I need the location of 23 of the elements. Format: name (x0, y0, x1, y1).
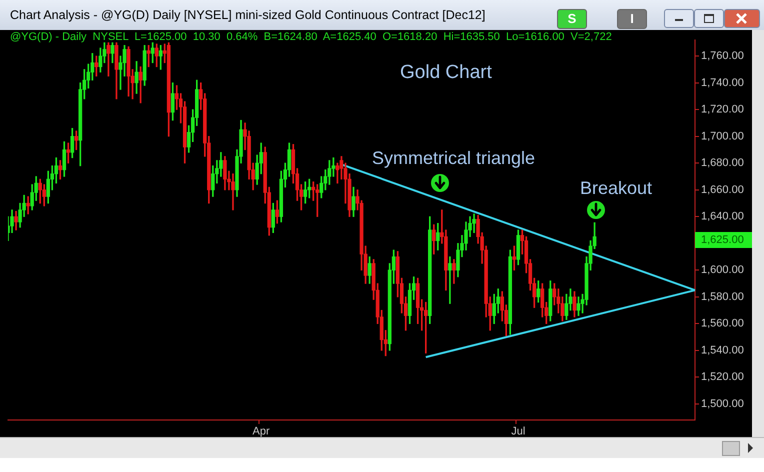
y-tick-label: 1,720.00 (701, 104, 744, 116)
y-tick-label: 1,520.00 (701, 371, 744, 384)
chart-subtitle: @YG(D) - Daily NYSEL L=1625.00 10.30 0.64% B=1624.80 A=1625.40 O=1618.20 Hi=1635.50 Lo=1616.00 V=2,722 (10, 31, 612, 43)
text: I (617, 9, 647, 29)
y-tick-label: 1,560.00 (701, 318, 744, 330)
y-tick-label: 1,600.00 (701, 264, 744, 276)
x-tick-label: Jul (511, 426, 526, 438)
y-tick-label: 1,700.00 (701, 130, 744, 142)
annotation: Symmetrical triangle (372, 148, 536, 168)
y-tick-label: 1,580.00 (701, 290, 744, 303)
y-tick-label: 1,500.00 (701, 398, 744, 410)
y-tick-label: 1,760.00 (701, 50, 744, 62)
annotation: Breakout (580, 178, 652, 198)
annotation: Gold Chart (400, 62, 493, 83)
y-tick-label: 1,680.00 (701, 157, 744, 170)
x-tick-label: Apr (252, 426, 270, 438)
y-tick-label: 1,640.00 (701, 210, 744, 223)
y-tick-label: 1,660.00 (701, 184, 744, 196)
chart-title: Chart Analysis - @YG(D) Daily [NYSEL] mini-sized Gold Continuous Contract [Dec12] (10, 8, 486, 22)
y-tick-label: 1,740.00 (701, 76, 744, 89)
text: S (557, 9, 587, 29)
text: 1,625.00 (701, 234, 744, 246)
y-tick-label: 1,540.00 (701, 344, 744, 356)
